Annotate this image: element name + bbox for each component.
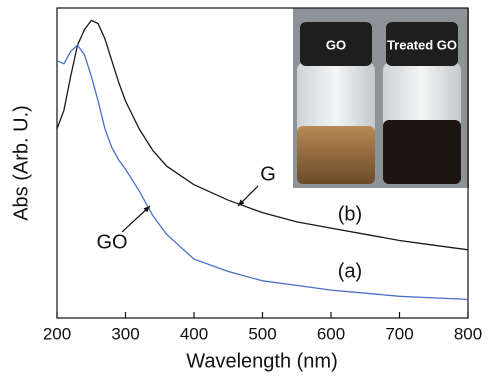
- y-axis-title: Abs (Arb. U.): [10, 105, 32, 221]
- data-line: [56, 19, 469, 251]
- annotation-arrowhead: [238, 199, 245, 206]
- annotation: GO: [96, 231, 127, 253]
- x-tick-label: 700: [385, 324, 413, 343]
- x-tick-label: 300: [111, 324, 139, 343]
- x-axis-title: Wavelength (nm): [186, 350, 338, 372]
- x-tick-label: 500: [248, 324, 276, 343]
- inset-label: Treated GO: [387, 37, 457, 52]
- annotation: G: [260, 163, 276, 185]
- inset-photo: [293, 8, 469, 188]
- x-tick-label: 800: [454, 324, 482, 343]
- series-label: (a): [338, 260, 362, 282]
- annotation-arrowhead: [143, 206, 150, 213]
- series-label: (b): [338, 203, 362, 225]
- x-tick-label: 200: [43, 324, 71, 343]
- x-tick-label: 600: [317, 324, 345, 343]
- data-line: [56, 44, 469, 301]
- inset-label: GO: [326, 37, 346, 52]
- x-tick-label: 400: [180, 324, 208, 343]
